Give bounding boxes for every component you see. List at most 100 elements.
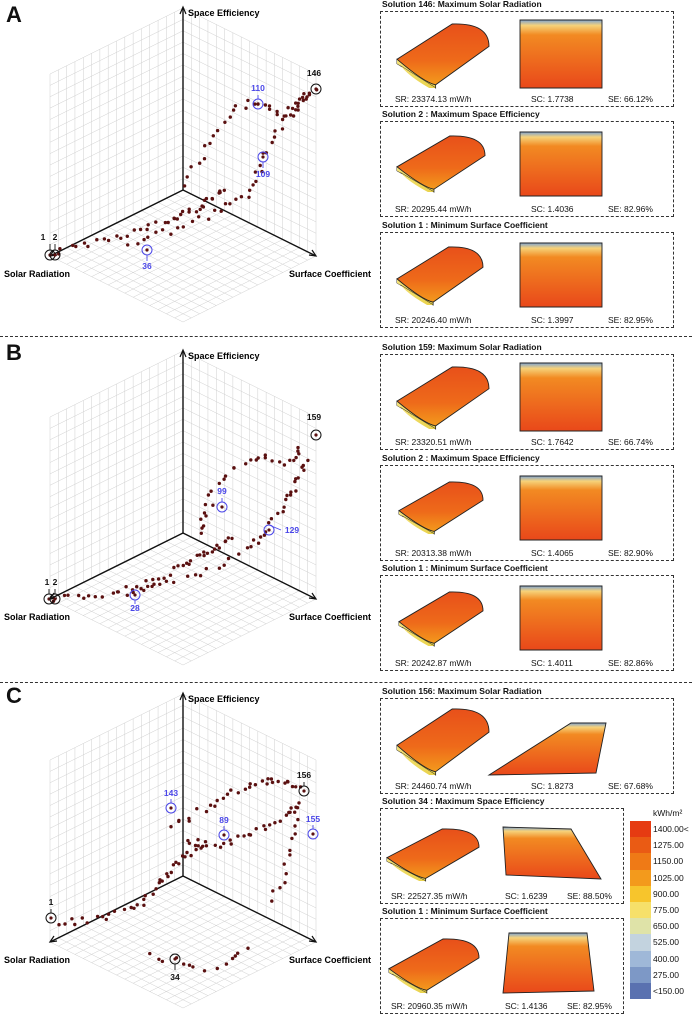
data-point [193,843,198,848]
data-point [124,585,128,589]
data-point [208,803,213,807]
data-point [190,219,195,224]
data-point [182,962,186,966]
grid-line [49,19,184,86]
data-point [223,474,228,478]
data-point [106,912,111,916]
solution-label: 1 [45,577,50,587]
grid-line [166,590,300,657]
data-point [251,538,256,542]
grid-line [49,750,184,818]
grid-line [108,569,242,637]
data-point [215,543,219,547]
sr-value: SR: 20313.38 mW/h [395,548,472,558]
data-point [267,521,271,525]
data-point [143,894,147,898]
data-point [290,836,294,841]
highlight-point [49,916,53,920]
highlight-point [53,253,57,257]
grid-line [149,239,283,306]
solution-title: Solution 159: Maximum Solar Radiation [382,342,542,352]
data-point [278,819,282,823]
data-point [266,777,270,781]
legend-swatch [630,966,651,983]
data-point [296,817,300,822]
grid-line [182,598,317,666]
grid-line [124,226,258,294]
data-point [253,170,258,174]
data-point [197,215,201,219]
data-point [204,809,209,814]
legend-label: 1025.00 [653,872,684,883]
x-axis-title: Solar Radiation [4,955,70,965]
data-point [244,462,248,466]
data-point [254,179,258,184]
data-point [196,838,200,842]
data-point [263,453,267,457]
data-point [224,962,229,966]
data-point [200,526,204,530]
data-point [171,863,176,867]
legend-swatch [630,853,651,870]
data-point [289,490,293,494]
data-point [296,445,300,450]
data-point [154,220,158,224]
data-point [181,563,185,568]
grid-line [182,739,317,806]
grid-line [141,235,275,302]
data-point [284,497,288,502]
grid-line [49,419,184,486]
legend-label: 275.00 [653,969,679,980]
pareto-points [51,445,310,603]
data-point [142,903,146,907]
pareto-points [57,777,303,973]
grid-line [99,574,233,641]
data-point [176,226,180,230]
data-point [95,238,99,242]
y-arrow [179,691,187,701]
grid-line [157,243,292,310]
data-point [263,456,267,460]
data-point [236,951,240,955]
data-point [188,559,193,563]
data-point [191,965,195,969]
data-point [209,489,213,493]
data-point [288,493,293,497]
data-point [249,458,253,462]
legend-swatch [630,902,651,919]
grid-line [49,350,184,418]
grid-line [74,586,209,653]
legend-swatch [630,918,651,935]
data-point [290,784,295,789]
pareto-points [57,88,319,256]
grid-line [174,251,308,319]
data-point [172,216,176,220]
highlight-point [145,248,149,252]
data-point [289,806,293,810]
data-point [116,590,121,594]
legend-item: 775.00 [627,902,692,919]
legend-item: 650.00 [627,918,692,935]
grid-line [49,76,184,143]
solution-label: 155 [306,814,320,824]
data-point [294,455,298,460]
data-point [297,97,302,101]
solution-box: SR: 22527.35 mW/h SC: 1.6239 SE: 88.50% [380,808,624,904]
data-point [164,579,169,583]
data-point [202,969,207,973]
data-point [135,903,139,907]
building-elevation [487,722,607,776]
legend-item: 1275.00 [627,837,692,854]
solution-label: 1 [49,897,54,907]
grid-line [49,693,184,761]
data-point [106,238,111,243]
building-roof [396,708,490,773]
solution-label: 2 [53,577,58,587]
solution-label: 159 [307,412,321,422]
data-point [256,456,260,460]
data-point [186,574,190,578]
data-point [182,184,187,188]
building-elevation [519,585,603,651]
data-point [271,889,275,893]
data-point [119,236,123,240]
